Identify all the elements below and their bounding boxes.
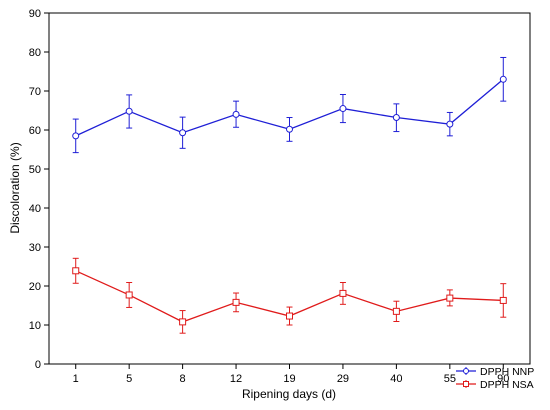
legend-marker [463, 368, 469, 374]
legend-label: DPPH NSA [480, 379, 534, 391]
data-point [446, 120, 454, 128]
data-point [499, 75, 507, 83]
y-tick-label: 10 [29, 320, 41, 332]
x-tick-label: 5 [126, 373, 132, 385]
x-tick-label: 12 [230, 373, 242, 385]
series-0 [72, 56, 507, 154]
legend-marker [463, 381, 469, 387]
y-tick-label: 30 [29, 242, 41, 254]
data-point [339, 105, 347, 113]
series-layer [72, 56, 507, 334]
legend-label: DPPH NNP [480, 366, 534, 378]
data-point [72, 267, 80, 275]
y-tick-label: 0 [35, 359, 41, 371]
x-tick-label: 1 [73, 373, 79, 385]
x-axis-ticks: 1 5 8 12 19 29 40 55 90 [73, 364, 509, 385]
data-point [446, 294, 454, 302]
data-point [499, 296, 507, 304]
y-tick-label: 50 [29, 164, 41, 176]
data-point [232, 298, 240, 306]
data-point [392, 114, 400, 122]
x-tick-label: 90 [497, 373, 509, 385]
y-tick-label: 70 [29, 86, 41, 98]
x-tick-label: 29 [337, 373, 349, 385]
series-1 [72, 257, 507, 334]
y-tick-label: 20 [29, 281, 41, 293]
data-point [125, 291, 133, 299]
data-point [392, 307, 400, 315]
data-point [339, 289, 347, 297]
x-tick-label: 8 [180, 373, 186, 385]
data-point [72, 132, 80, 140]
y-axis-label: Discoloration (%) [8, 142, 22, 233]
x-tick-label: 55 [444, 373, 456, 385]
data-point [179, 318, 187, 326]
y-tick-label: 90 [29, 8, 41, 20]
x-tick-label: 19 [283, 373, 295, 385]
data-point [232, 110, 240, 118]
y-tick-label: 40 [29, 203, 41, 215]
y-tick-label: 60 [29, 125, 41, 137]
x-axis-label: Ripening days (d) [242, 387, 336, 401]
data-point [286, 125, 293, 133]
x-tick-label: 40 [390, 373, 402, 385]
y-tick-label: 80 [29, 47, 41, 59]
y-axis-ticks: 0 10 20 30 40 50 60 70 80 90 [29, 8, 49, 371]
data-point [125, 107, 133, 115]
data-point [179, 129, 187, 137]
data-point [286, 312, 293, 320]
